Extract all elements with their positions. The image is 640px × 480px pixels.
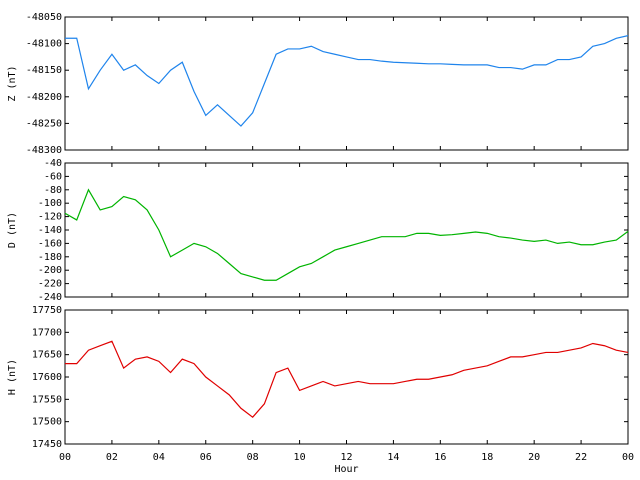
y-tick-label: -48150 (26, 65, 62, 76)
x-tick-label: 12 (340, 452, 352, 463)
y-tick-label: -160 (38, 238, 62, 249)
plot-frame (64, 309, 629, 445)
y-tick-label: -80 (44, 185, 62, 196)
y-tick-label: -48250 (26, 118, 62, 129)
y-tick-label: -40 (44, 158, 62, 169)
y-tick-label: -48200 (26, 92, 62, 103)
y-axis-label: H (nT) (7, 359, 18, 395)
x-tick-label: 10 (294, 452, 306, 463)
x-tick-label: 20 (528, 452, 540, 463)
x-tick-label: 22 (575, 452, 587, 463)
y-tick-label: -60 (44, 171, 62, 182)
y-axis-label: Z (nT) (7, 65, 18, 101)
data-line (64, 188, 629, 281)
y-tick-label: 17450 (32, 439, 62, 450)
x-tick-label: 00 (622, 452, 634, 463)
y-tick-label: 17650 (32, 350, 62, 361)
x-tick-label: 16 (434, 452, 446, 463)
plot-frame (64, 162, 629, 298)
data-line (65, 35, 629, 127)
y-tick-label: -220 (38, 279, 62, 290)
y-tick-label: 17600 (32, 372, 62, 383)
x-tick-label: 06 (200, 452, 212, 463)
y-tick-label: 17500 (32, 417, 62, 428)
plot-frame (64, 16, 629, 151)
y-tick-label: -140 (38, 225, 62, 236)
x-tick-label: 02 (106, 452, 118, 463)
y-tick-label: 17550 (32, 394, 62, 405)
y-tick-label: -120 (38, 212, 62, 223)
y-tick-label: -48300 (26, 145, 62, 156)
y-tick-label: -100 (38, 198, 62, 209)
y-tick-label: -180 (38, 252, 62, 263)
x-tick-label: 18 (481, 452, 493, 463)
y-axis-label: D (nT) (7, 212, 18, 248)
x-tick-label: 08 (247, 452, 259, 463)
x-tick-label: 04 (153, 452, 165, 463)
x-tick-label: 14 (387, 452, 399, 463)
y-tick-label: 17700 (32, 327, 62, 338)
y-tick-label: -200 (38, 265, 62, 276)
x-axis-label: Hour (334, 464, 358, 475)
y-tick-label: -48050 (26, 12, 62, 23)
y-tick-label: -240 (38, 292, 62, 303)
y-tick-label: 17750 (32, 305, 62, 316)
y-tick-label: -48100 (26, 39, 62, 50)
data-line (65, 340, 629, 419)
x-tick-label: 00 (59, 452, 71, 463)
